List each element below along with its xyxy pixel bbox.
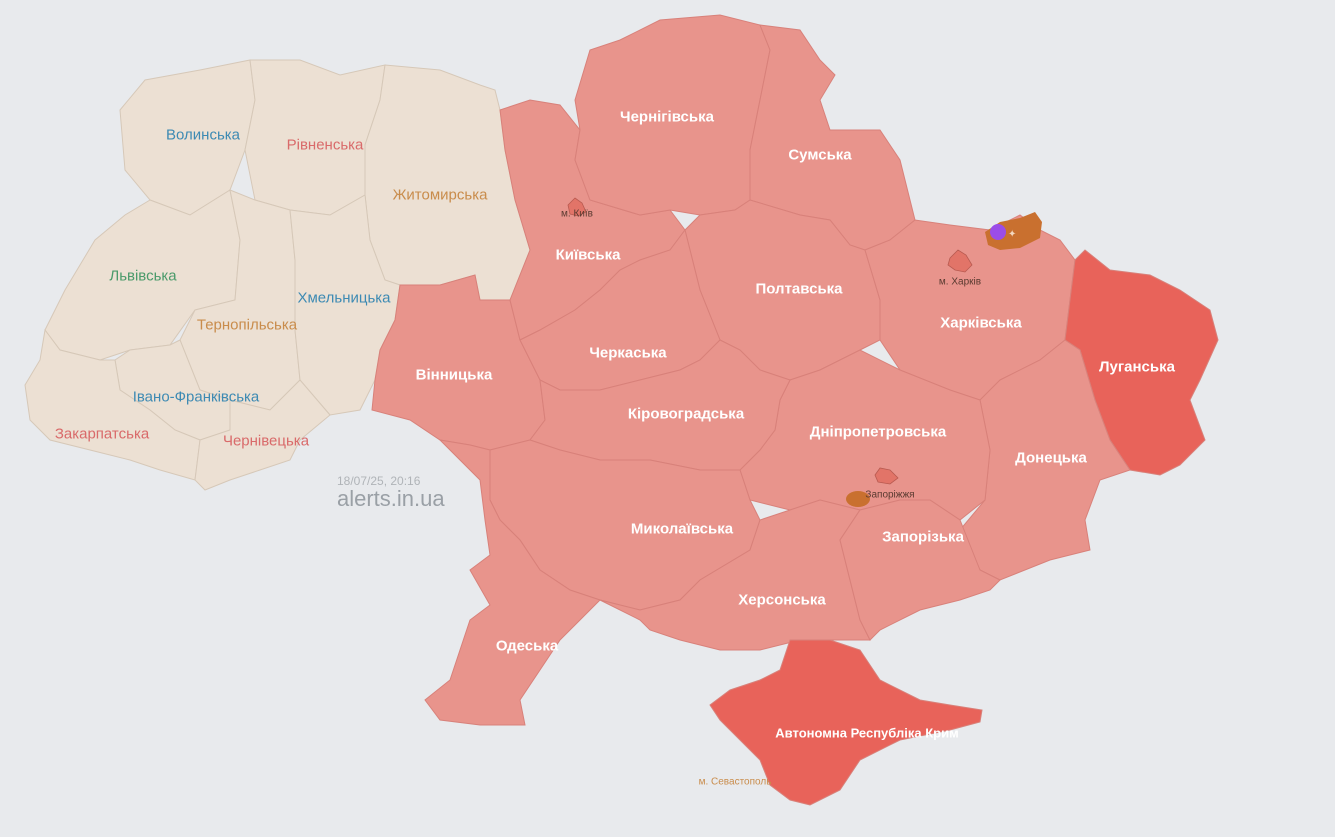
artillery-icon[interactable] bbox=[846, 491, 870, 507]
region-label: Миколаївська bbox=[630, 520, 734, 538]
region-label: Дніпропетровська bbox=[809, 423, 947, 441]
region-label: Черкаська bbox=[589, 344, 667, 362]
region-label: Вінницька bbox=[415, 366, 493, 384]
region-label: Кіровоградська bbox=[627, 405, 745, 423]
region-label: Івано-Франківська bbox=[132, 388, 260, 406]
region-label: Чернігівська bbox=[620, 108, 714, 126]
region-shape[interactable] bbox=[364, 64, 531, 301]
region-shape[interactable] bbox=[709, 639, 983, 806]
region-label: Волинська bbox=[166, 126, 240, 144]
timestamp: 18/07/25, 20:16 bbox=[337, 474, 421, 488]
region-label: Київська bbox=[555, 246, 621, 264]
region-label: Харківська bbox=[940, 314, 1022, 332]
region-label: Житомирська bbox=[392, 186, 488, 204]
region-label: Закарпатська bbox=[54, 425, 150, 443]
city-shape[interactable] bbox=[874, 467, 899, 485]
region-label: Херсонська bbox=[738, 591, 826, 609]
region-label: Одеська bbox=[495, 637, 559, 655]
rifle-icon[interactable] bbox=[990, 224, 1006, 240]
region-label: Рівненська bbox=[286, 136, 364, 154]
region-label: Полтавська bbox=[755, 280, 843, 298]
city-shape[interactable] bbox=[567, 197, 587, 217]
region-label: Хмельницька bbox=[297, 289, 391, 307]
city-label: Запоріжжя bbox=[865, 489, 915, 501]
region-label: Сумська bbox=[788, 146, 852, 164]
region-shape[interactable] bbox=[424, 439, 601, 726]
region-label: Луганська bbox=[1099, 358, 1175, 376]
artillery-icon[interactable]: ✦ bbox=[1008, 229, 1016, 240]
threat-zone bbox=[985, 212, 1042, 250]
city-shape[interactable] bbox=[947, 249, 973, 273]
city-label: м. Харків bbox=[938, 276, 982, 288]
region-label: Автономна Республіка Крим bbox=[775, 725, 959, 741]
city-label: м. Київ bbox=[561, 208, 593, 220]
region-shape[interactable] bbox=[839, 499, 1001, 641]
region-label: Запорізька bbox=[882, 528, 964, 546]
region-label: Донецька bbox=[1015, 449, 1087, 467]
region-label: Львівська bbox=[109, 267, 177, 285]
region-label: Тернопільська bbox=[196, 316, 298, 334]
city-label: м. Севастополь bbox=[698, 776, 772, 788]
brand-watermark: alerts.in.ua bbox=[337, 486, 445, 511]
region-shape[interactable] bbox=[194, 379, 331, 491]
region-label: Чернівецька bbox=[222, 432, 310, 450]
